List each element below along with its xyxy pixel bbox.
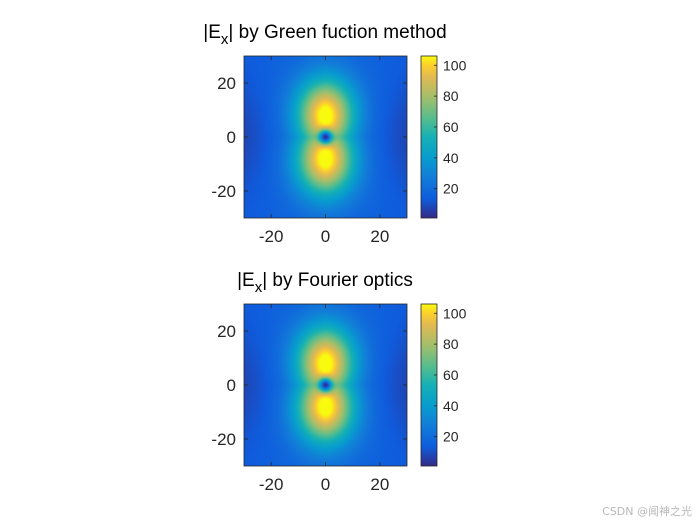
colorbar [420, 303, 438, 467]
heatmap-panel-bottom: |Ex| by Fourier optics -20 0 20 -20 0 20 20 40 60… [0, 248, 700, 510]
x-tick-label: 0 [321, 227, 330, 246]
colorbar-tick-label: 80 [443, 336, 459, 352]
heatmap-chart-bottom: |Ex| by Fourier optics -20 0 20 -20 0 20 20 40 60… [211, 270, 467, 494]
heatmap-panel-top: |Ex| by Green fuction method -20 0 20 -20 0 20… [0, 0, 700, 262]
colorbar-tick-label: 40 [443, 398, 459, 414]
chart-title: |Ex| by Fourier optics [237, 270, 413, 296]
watermark-text: CSDN @闻神之光 [602, 505, 692, 518]
colorbar-tick-label: 80 [443, 88, 459, 104]
colorbar-tick-label: 100 [443, 57, 467, 73]
colorbar-tick-label: 20 [443, 429, 459, 445]
x-tick-label: 20 [370, 475, 389, 494]
x-tick-label: 20 [370, 227, 389, 246]
y-tick-label: -20 [211, 182, 236, 201]
y-tick-label: 20 [217, 322, 236, 341]
heatmap-image [244, 56, 407, 218]
colorbar-tick-label: 100 [443, 305, 467, 321]
colorbar [420, 55, 438, 219]
y-tick-label: 0 [227, 376, 236, 395]
colorbar-tick-label: 20 [443, 181, 459, 197]
colorbar-tick-label: 40 [443, 150, 459, 166]
x-tick-label: -20 [259, 475, 284, 494]
y-tick-label: -20 [211, 430, 236, 449]
x-tick-label: 0 [321, 475, 330, 494]
heatmap-chart-top: |Ex| by Green fuction method -20 0 20 -20 0 20… [203, 22, 467, 246]
x-tick-label: -20 [259, 227, 284, 246]
colorbar-tick-label: 60 [443, 119, 459, 135]
y-tick-label: 0 [227, 128, 236, 147]
colorbar-tick-label: 60 [443, 367, 459, 383]
chart-title: |Ex| by Green fuction method [203, 22, 446, 48]
y-tick-label: 20 [217, 74, 236, 93]
heatmap-image [244, 304, 407, 466]
